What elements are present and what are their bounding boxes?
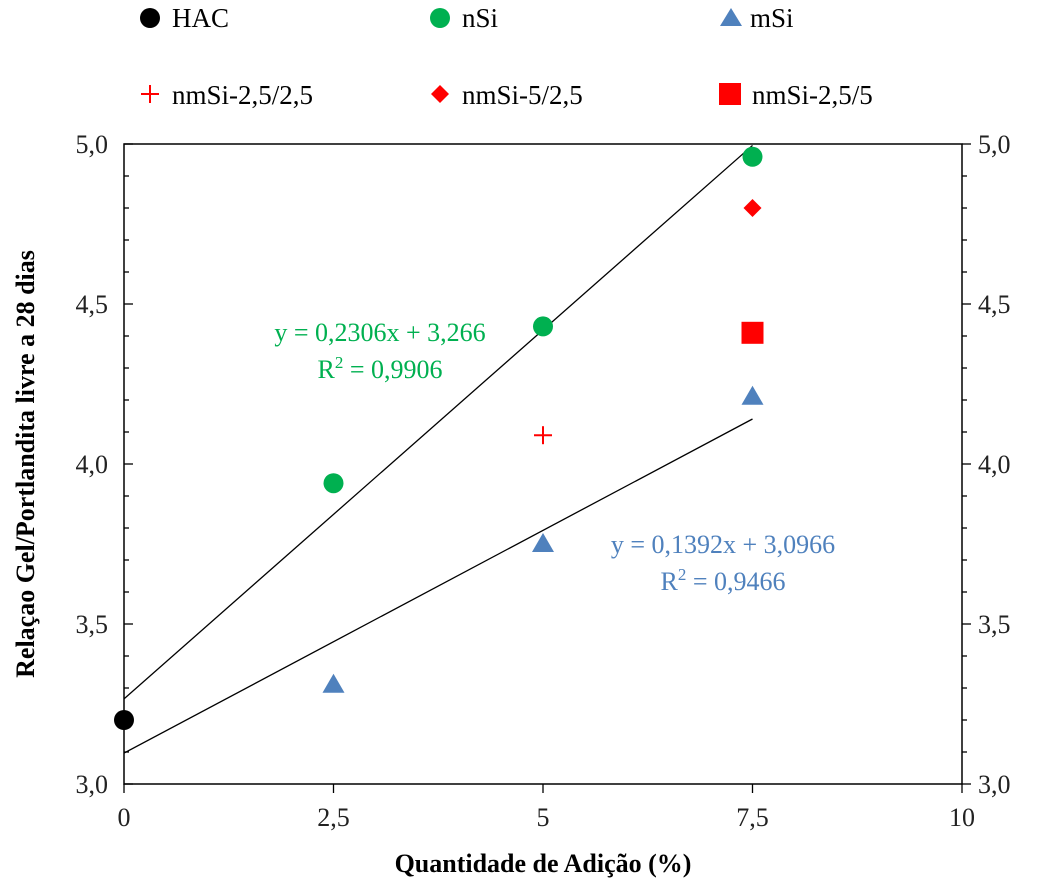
data-point-msi xyxy=(532,533,554,552)
trendline-msi xyxy=(123,418,753,754)
y-axis-title: Relaçao Gel/Portlandita livre a 28 dias xyxy=(11,250,40,678)
msi-equation-text: y = 0,1392x + 3,0966 xyxy=(611,530,835,559)
trendline-nsi xyxy=(123,144,753,700)
legend: HAC nSi mSi nmSi-2,5/2,5 nmSi-5/2,5 nmSi… xyxy=(140,3,873,110)
x-tick-label: 5 xyxy=(537,803,550,832)
x-axis-title: Quantidade de Adição (%) xyxy=(395,849,692,878)
legend-label-msi: mSi xyxy=(750,3,794,33)
legend-label-nmsi-25-5: nmSi-2,5/5 xyxy=(752,80,873,110)
legend-label-nsi: nSi xyxy=(462,3,498,33)
y-tick-label-right: 3,5 xyxy=(978,610,1011,639)
legend-marker-msi xyxy=(720,8,742,26)
trendlines xyxy=(123,144,753,754)
data-point-nmsi-2-5-5 xyxy=(741,321,764,344)
y-tick-label-right: 4,5 xyxy=(978,290,1011,319)
x-tick-label: 7,5 xyxy=(736,803,769,832)
legend-marker-nmsi-25-5 xyxy=(719,83,741,105)
y-tick-label-left: 3,5 xyxy=(76,610,109,639)
plot-frame xyxy=(123,143,963,785)
y-tick-label-right: 3,0 xyxy=(978,770,1011,799)
legend-label-hac: HAC xyxy=(172,3,229,33)
legend-label-nmsi-25-25: nmSi-2,5/2,5 xyxy=(172,80,313,110)
y-tick-label-left: 4,0 xyxy=(76,450,109,479)
data-point-nsi xyxy=(323,473,344,494)
data-point-hac xyxy=(114,710,134,730)
nsi-r2-text: R2 = 0,9906 xyxy=(317,353,442,384)
y-tick-label-right: 4,0 xyxy=(978,450,1011,479)
legend-marker-nmsi-5-25 xyxy=(431,85,449,103)
data-point-nmsi-2-5-2-5 xyxy=(534,426,552,445)
y-tick-label-left: 4,5 xyxy=(76,290,109,319)
x-tick-label: 10 xyxy=(949,803,975,832)
legend-label-nmsi-5-25: nmSi-5/2,5 xyxy=(462,80,583,110)
nsi-equation: y = 0,2306x + 3,266 R2 = 0,9906 xyxy=(274,318,485,384)
data-point-nsi xyxy=(742,146,763,167)
data-point-nsi xyxy=(533,316,553,337)
y-tick-label-left: 5,0 xyxy=(76,130,109,159)
data-markers xyxy=(114,146,764,730)
y-axis-left: 3,0 3,5 4,0 4,5 5,0 xyxy=(76,130,133,799)
legend-marker-nsi xyxy=(430,8,450,28)
msi-equation: y = 0,1392x + 3,0966 R2 = 0,9466 xyxy=(611,530,835,596)
y-axis-right: 3,0 3,5 4,0 4,5 5,0 xyxy=(962,130,1011,799)
y-tick-label-left: 3,0 xyxy=(76,770,109,799)
data-point-msi xyxy=(322,673,345,693)
x-tick-label: 0 xyxy=(118,803,131,832)
x-axis: 0 2,5 5 7,5 10 xyxy=(118,784,975,832)
msi-r2-text: R2 = 0,9466 xyxy=(660,565,785,596)
data-point-msi xyxy=(741,385,764,405)
nsi-equation-text: y = 0,2306x + 3,266 xyxy=(274,318,485,347)
y-tick-label-right: 5,0 xyxy=(978,130,1011,159)
legend-marker-hac xyxy=(140,8,160,28)
data-point-nmsi-5-2-5 xyxy=(743,199,762,217)
x-tick-label: 2,5 xyxy=(317,803,350,832)
legend-marker-nmsi-25-25 xyxy=(141,85,159,103)
